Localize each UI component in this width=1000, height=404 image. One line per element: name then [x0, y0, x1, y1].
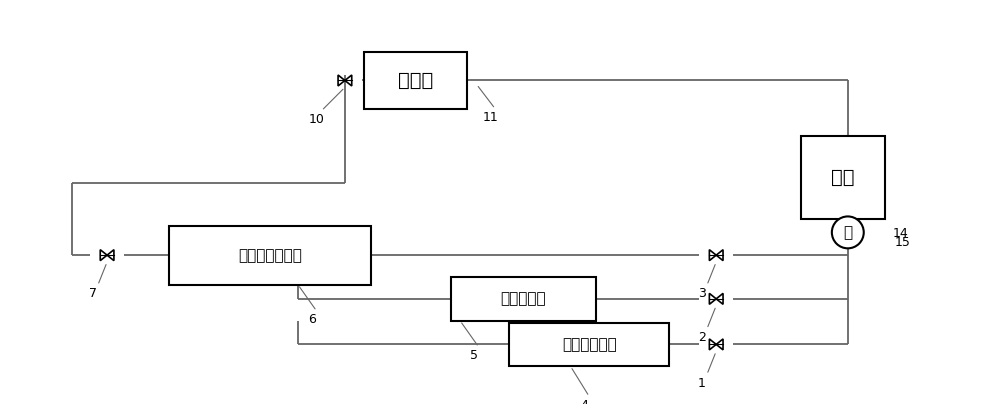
Bar [364, 52, 467, 109]
Text: 7: 7 [89, 288, 97, 301]
Text: 11: 11 [483, 111, 498, 124]
Polygon shape [709, 293, 716, 304]
Text: 14: 14 [893, 227, 909, 240]
Text: 水笱: 水笱 [831, 168, 855, 187]
Polygon shape [716, 339, 723, 350]
Polygon shape [709, 339, 716, 350]
Bar [451, 277, 596, 321]
Polygon shape [345, 75, 352, 86]
Bar [169, 226, 371, 284]
Text: 冷凝器: 冷凝器 [398, 71, 433, 90]
Text: 6: 6 [308, 313, 316, 326]
Polygon shape [716, 250, 723, 261]
Text: 2: 2 [698, 331, 706, 344]
Bar [509, 322, 669, 366]
Text: 发动机冷却水套: 发动机冷却水套 [238, 248, 302, 263]
Polygon shape [716, 293, 723, 304]
Text: 3: 3 [698, 288, 706, 301]
Polygon shape [107, 250, 114, 261]
Circle shape [832, 217, 864, 248]
Text: 5: 5 [470, 349, 478, 362]
Text: 15: 15 [895, 236, 911, 249]
Polygon shape [709, 250, 716, 261]
Text: 电机换热器: 电机换热器 [501, 291, 546, 306]
Bar [801, 136, 885, 219]
Polygon shape [338, 75, 345, 86]
Text: 泵: 泵 [843, 225, 852, 240]
Text: 1: 1 [698, 377, 706, 390]
Polygon shape [100, 250, 107, 261]
Text: 电池包换热器: 电池包换热器 [562, 337, 617, 352]
Text: 4: 4 [581, 398, 589, 404]
Text: 10: 10 [309, 113, 325, 126]
